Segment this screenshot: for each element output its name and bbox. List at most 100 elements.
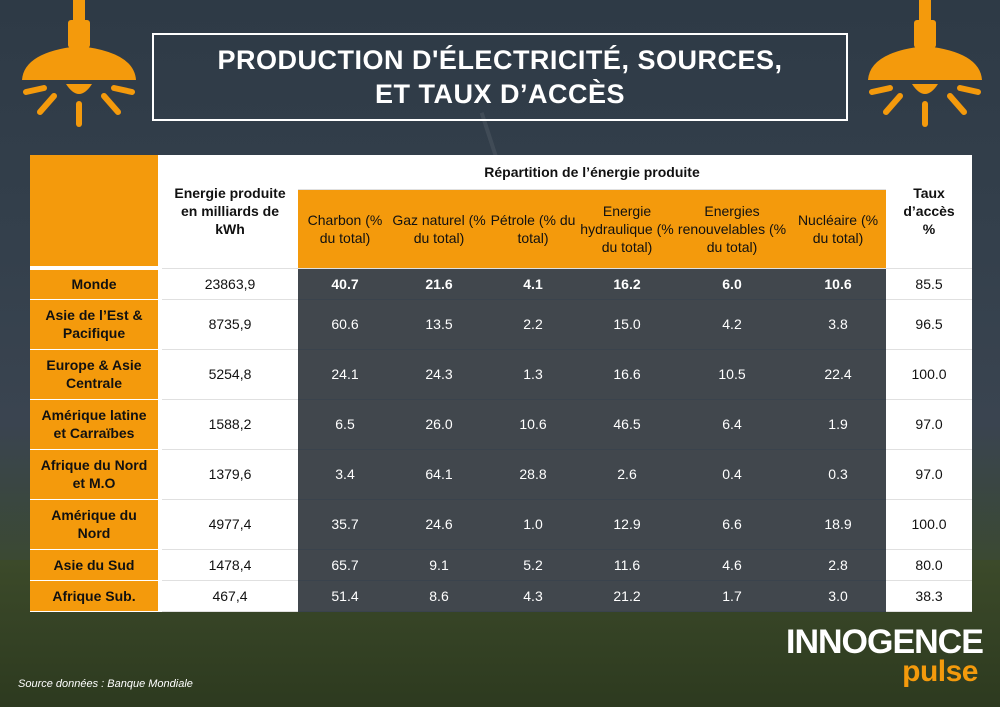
cell-source-share: 0.4 bbox=[674, 449, 790, 500]
header-source-2: Pétrole (% du total) bbox=[486, 189, 580, 269]
header-corner bbox=[30, 155, 162, 270]
logo-wordmark-top: INNOGENCE bbox=[786, 623, 984, 661]
cell-source-share: 3.8 bbox=[790, 299, 887, 350]
data-table-container: Energie produite en milliards de kWh Rép… bbox=[30, 155, 973, 612]
cell-access-rate: 97.0 bbox=[886, 399, 973, 450]
row-region-label: Europe & Asie Centrale bbox=[30, 349, 162, 400]
table-row: Monde 23863,9 40.7 21.6 4.1 16.2 6.0 10.6 85.5 bbox=[30, 268, 973, 300]
cell-source-share: 11.6 bbox=[580, 549, 674, 581]
header-energy-produced: Energie produite en milliards de kWh bbox=[160, 155, 298, 269]
table-row: Amérique latine et Carraïbes 1588,2 6.5 26.… bbox=[30, 399, 973, 450]
header-breakdown-group: Répartition de l’énergie produite bbox=[298, 155, 887, 190]
cell-source-share: 6.6 bbox=[674, 499, 790, 550]
header-source-5: Nucléaire (% du total) bbox=[790, 189, 887, 269]
innogence-pulse-logo: INNOGENCE pulse bbox=[786, 623, 984, 690]
cell-source-share: 4.2 bbox=[674, 299, 790, 350]
row-region-label: Asie du Sud bbox=[30, 549, 162, 581]
header-source-3: Energie hydraulique (% du total) bbox=[580, 189, 674, 269]
cell-source-share: 2.6 bbox=[580, 449, 674, 500]
cell-access-rate: 96.5 bbox=[886, 299, 973, 350]
cell-source-share: 3.0 bbox=[790, 580, 887, 612]
cell-source-share: 10.6 bbox=[790, 268, 887, 300]
cell-source-share: 24.1 bbox=[298, 349, 392, 400]
cell-access-rate: 100.0 bbox=[886, 349, 973, 400]
header-access-rate: Taux d’accès % bbox=[886, 155, 973, 269]
title-box: Production d'électricité, sources, et ta… bbox=[152, 33, 848, 121]
cell-source-share: 6.0 bbox=[674, 268, 790, 300]
header-source-1: Gaz naturel (% du total) bbox=[392, 189, 486, 269]
cell-source-share: 4.1 bbox=[486, 268, 580, 300]
cell-source-share: 13.5 bbox=[392, 299, 486, 350]
cell-source-share: 60.6 bbox=[298, 299, 392, 350]
row-region-label: Afrique Sub. bbox=[30, 580, 162, 612]
cell-access-rate: 85.5 bbox=[886, 268, 973, 300]
source-note: Source données : Banque Mondiale bbox=[18, 678, 193, 690]
cell-source-share: 2.8 bbox=[790, 549, 887, 581]
cell-source-share: 4.6 bbox=[674, 549, 790, 581]
title-line-2: et taux d’accès bbox=[374, 79, 625, 109]
cell-source-share: 65.7 bbox=[298, 549, 392, 581]
cell-access-rate: 38.3 bbox=[886, 580, 973, 612]
cell-source-share: 16.6 bbox=[580, 349, 674, 400]
row-region-label: Afrique du Nord et M.O bbox=[30, 449, 162, 500]
cell-source-share: 2.2 bbox=[486, 299, 580, 350]
table-row: Europe & Asie Centrale 5254,8 24.1 24.3 1.3 1… bbox=[30, 349, 973, 400]
cell-energy: 1379,6 bbox=[160, 449, 298, 500]
cell-access-rate: 100.0 bbox=[886, 499, 973, 550]
cell-source-share: 64.1 bbox=[392, 449, 486, 500]
table-row: Asie de l’Est & Pacifique 8735,9 60.6 13.5 2… bbox=[30, 299, 973, 350]
cell-source-share: 35.7 bbox=[298, 499, 392, 550]
cell-source-share: 18.9 bbox=[790, 499, 887, 550]
cell-energy: 467,4 bbox=[160, 580, 298, 612]
table-row: Asie du Sud 1478,4 65.7 9.1 5.2 11.6 4.6 2.8 80.… bbox=[30, 549, 973, 581]
cell-source-share: 40.7 bbox=[298, 268, 392, 300]
cell-source-share: 10.5 bbox=[674, 349, 790, 400]
cell-source-share: 1.3 bbox=[486, 349, 580, 400]
cell-source-share: 28.8 bbox=[486, 449, 580, 500]
cell-source-share: 10.6 bbox=[486, 399, 580, 450]
row-region-label: Asie de l’Est & Pacifique bbox=[30, 299, 162, 350]
cell-energy: 1478,4 bbox=[160, 549, 298, 581]
cell-energy: 1588,2 bbox=[160, 399, 298, 450]
cell-source-share: 1.7 bbox=[674, 580, 790, 612]
cell-source-share: 24.3 bbox=[392, 349, 486, 400]
cell-access-rate: 97.0 bbox=[886, 449, 973, 500]
cell-source-share: 6.5 bbox=[298, 399, 392, 450]
hanging-lamp-icon bbox=[22, 0, 136, 127]
cell-source-share: 24.6 bbox=[392, 499, 486, 550]
title-line-1: Production d'électricité, sources, bbox=[217, 45, 783, 75]
cell-source-share: 22.4 bbox=[790, 349, 887, 400]
cell-energy: 5254,8 bbox=[160, 349, 298, 400]
cell-energy: 8735,9 bbox=[160, 299, 298, 350]
cell-source-share: 51.4 bbox=[298, 580, 392, 612]
cell-source-share: 8.6 bbox=[392, 580, 486, 612]
hanging-lamp-icon bbox=[868, 0, 982, 127]
cell-source-share: 15.0 bbox=[580, 299, 674, 350]
header-source-4: Energies renouvelables (% du total) bbox=[674, 189, 790, 269]
table-row: Afrique Sub. 467,4 51.4 8.6 4.3 21.2 1.7 3.0 38.… bbox=[30, 580, 973, 612]
cell-source-share: 0.3 bbox=[790, 449, 887, 500]
cell-source-share: 4.3 bbox=[486, 580, 580, 612]
cell-source-share: 1.9 bbox=[790, 399, 887, 450]
cell-source-share: 12.9 bbox=[580, 499, 674, 550]
cell-source-share: 9.1 bbox=[392, 549, 486, 581]
row-region-label: Amérique latine et Carraïbes bbox=[30, 399, 162, 450]
cell-source-share: 16.2 bbox=[580, 268, 674, 300]
cell-access-rate: 80.0 bbox=[886, 549, 973, 581]
cell-energy: 23863,9 bbox=[160, 268, 298, 300]
logo-wordmark-bottom: pulse bbox=[902, 655, 978, 688]
data-table: Energie produite en milliards de kWh Rép… bbox=[30, 155, 973, 612]
cell-energy: 4977,4 bbox=[160, 499, 298, 550]
table-row: Afrique du Nord et M.O 1379,6 3.4 64.1 28.8 2… bbox=[30, 449, 973, 500]
row-region-label: Monde bbox=[30, 268, 162, 300]
cell-source-share: 46.5 bbox=[580, 399, 674, 450]
header-source-0: Charbon (% du total) bbox=[298, 189, 392, 269]
cell-source-share: 21.2 bbox=[580, 580, 674, 612]
cell-source-share: 1.0 bbox=[486, 499, 580, 550]
row-region-label: Amérique du Nord bbox=[30, 499, 162, 550]
cell-source-share: 6.4 bbox=[674, 399, 790, 450]
table-row: Amérique du Nord 4977,4 35.7 24.6 1.0 12.9 6.6… bbox=[30, 499, 973, 550]
cell-source-share: 5.2 bbox=[486, 549, 580, 581]
cell-source-share: 26.0 bbox=[392, 399, 486, 450]
cell-source-share: 3.4 bbox=[298, 449, 392, 500]
